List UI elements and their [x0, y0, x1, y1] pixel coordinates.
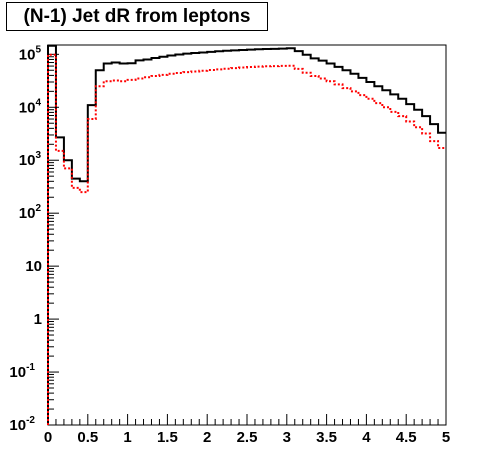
y-tick-label: 10-1: [9, 362, 35, 381]
histogram-black-series: [47, 44, 446, 425]
x-tick-label: 2: [203, 429, 211, 446]
x-tick-label: 5: [442, 429, 450, 446]
plot-frame: [47, 44, 447, 426]
y-tick-label: 10: [25, 258, 42, 275]
x-tick-label: 0.5: [77, 429, 98, 446]
y-tick-label: 102: [19, 203, 42, 222]
y-tick-label: 10-2: [9, 415, 35, 434]
y-tick-label: 103: [19, 150, 42, 169]
x-tick-label: 4: [362, 429, 371, 446]
y-tick-label: 104: [19, 97, 42, 116]
x-tick-label: 3.5: [316, 429, 337, 446]
y-tick-label: 1: [34, 311, 42, 328]
x-tick-label: 4.5: [396, 429, 417, 446]
x-tick-label: 3: [283, 429, 291, 446]
histogram-red-series: [47, 53, 446, 425]
y-tick-label: 105: [19, 44, 42, 63]
x-tick-label: 1: [123, 429, 131, 446]
x-tick-label: 1.5: [157, 429, 178, 446]
x-tick-label: 0: [44, 429, 52, 446]
chart-title: (N-1) Jet dR from leptons: [6, 2, 268, 31]
x-tick-label: 2.5: [237, 429, 258, 446]
